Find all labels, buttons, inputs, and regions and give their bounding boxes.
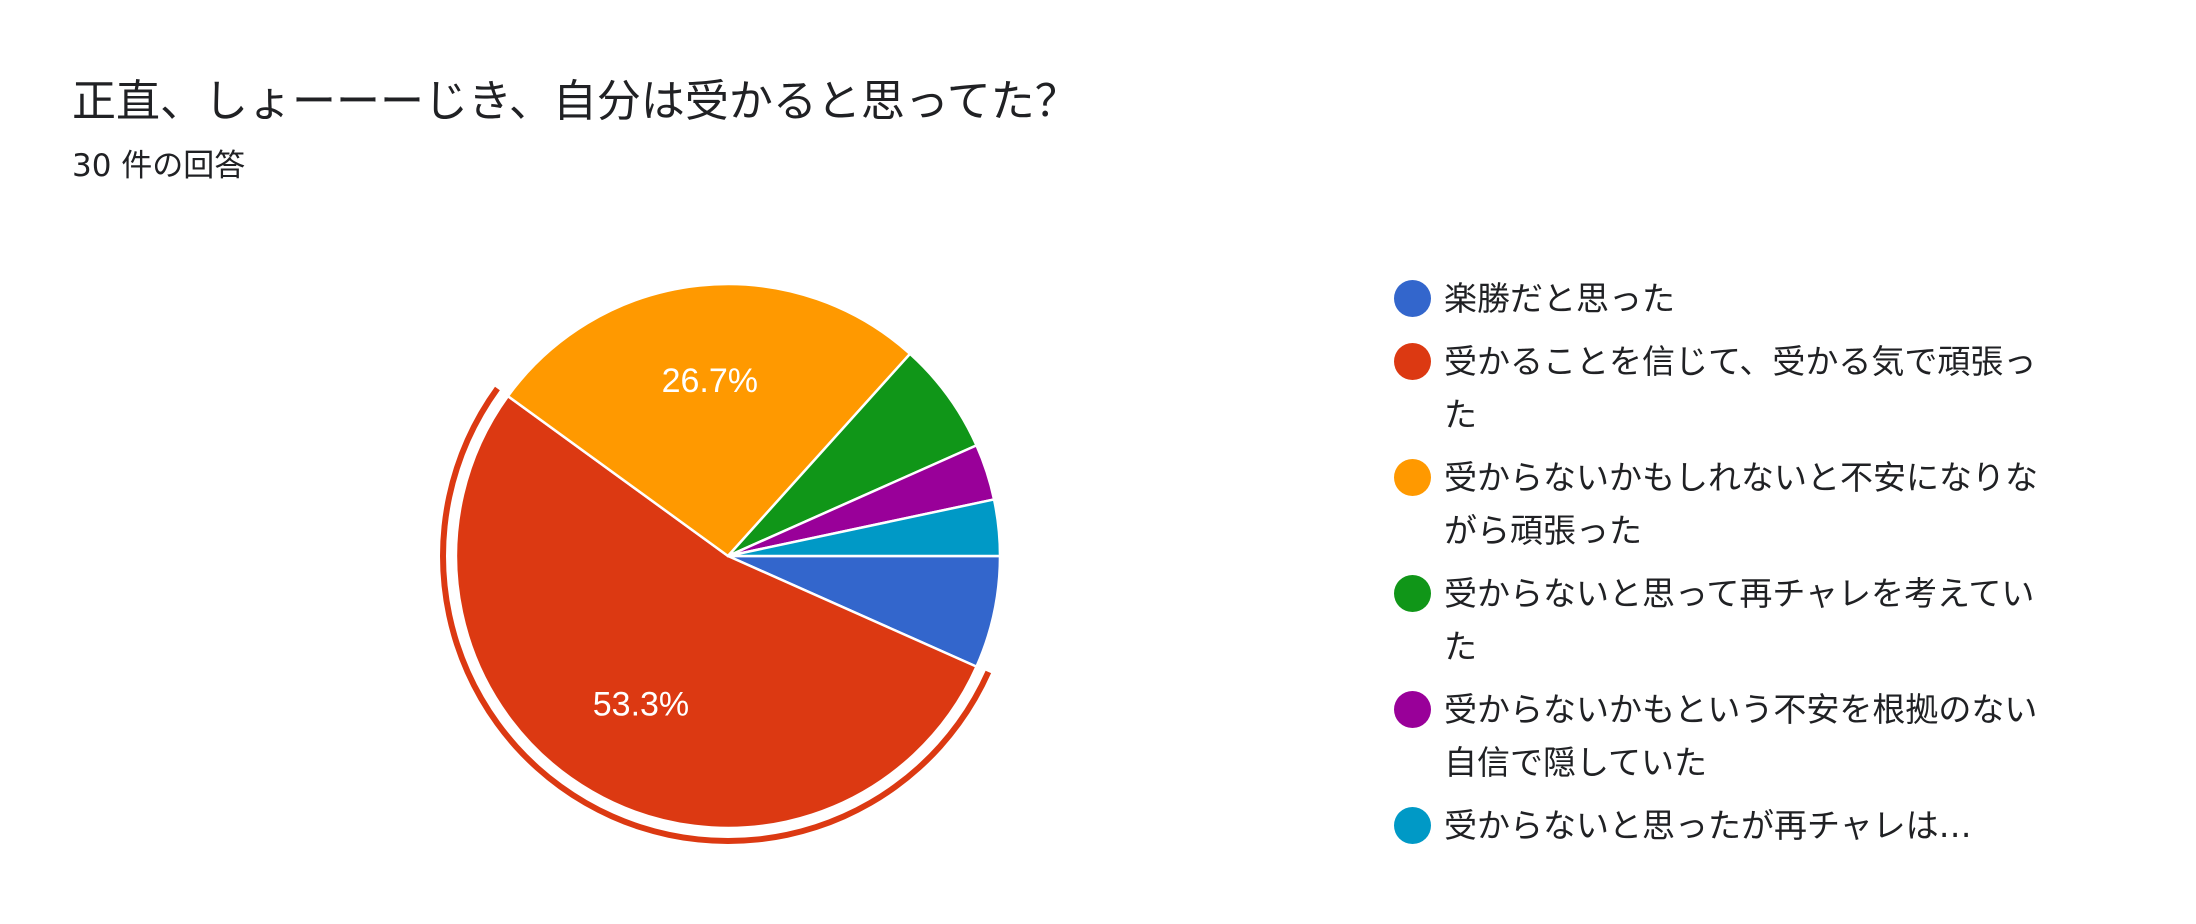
legend-label: 受からないと思って再チャレを考えていた xyxy=(1444,574,2035,666)
slice-percent-label-2: 53.3% xyxy=(593,686,689,724)
legend-item-1[interactable]: 楽勝だと思った xyxy=(1394,272,2044,325)
legend: 楽勝だと思った受かることを信じて、受かる気で頑張った 受からないかもしれないと不安… xyxy=(1394,272,2044,862)
pie-slice-2[interactable] xyxy=(454,394,978,830)
legend-swatch-icon xyxy=(1394,575,1431,612)
pie-chart: 53.3% 26.7% xyxy=(440,282,1002,844)
pie-slice-3[interactable] xyxy=(506,282,912,558)
legend-swatch-icon xyxy=(1394,807,1431,844)
pie-slice-4[interactable] xyxy=(726,352,978,558)
legend-label: 受からないかもしれないと不安になりながら頑張った xyxy=(1444,458,2038,550)
legend-swatch-icon xyxy=(1394,280,1431,317)
legend-label: 受からないかもという不安を根拠のない自信で隠していた xyxy=(1444,690,2038,782)
legend-label: 受かることを信じて、受かる気で頑張った xyxy=(1444,342,2037,434)
chart-title: 正直、しょーーーじき、自分は受かると思ってた？ xyxy=(72,76,1079,127)
legend-swatch-icon xyxy=(1394,343,1431,380)
legend-item-2[interactable]: 受かることを信じて、受かる気で頑張った xyxy=(1394,335,2044,441)
response-count: 30 件の回答 xyxy=(72,148,246,184)
legend-swatch-icon xyxy=(1394,691,1431,728)
legend-label: 受からないと思ったが再チャレは… xyxy=(1444,806,1972,845)
legend-swatch-icon xyxy=(1394,459,1431,496)
legend-item-4[interactable]: 受からないと思って再チャレを考えていた xyxy=(1394,567,2044,673)
legend-item-3[interactable]: 受からないかもしれないと不安になりながら頑張った xyxy=(1394,451,2044,557)
legend-item-5[interactable]: 受からないかもという不安を根拠のない自信で隠していた xyxy=(1394,683,2044,789)
legend-label: 楽勝だと思った xyxy=(1444,279,1675,318)
legend-item-6[interactable]: 受からないと思ったが再チャレは… xyxy=(1394,799,2044,852)
pie-slice-1[interactable] xyxy=(726,554,1002,668)
slice-percent-label-3: 26.7% xyxy=(662,362,758,400)
pie-slice-6[interactable] xyxy=(726,498,1002,558)
